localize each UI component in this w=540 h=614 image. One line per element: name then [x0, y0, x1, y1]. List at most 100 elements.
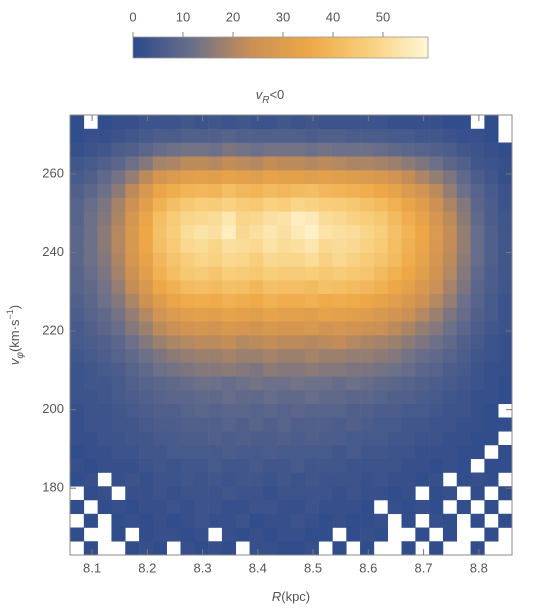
heatmap-cell [291, 541, 306, 556]
heatmap-cell [70, 156, 85, 171]
heatmap-cell [429, 472, 444, 487]
heatmap-cell [277, 348, 292, 363]
heatmap-cell [166, 183, 181, 198]
heatmap-cell [442, 252, 458, 267]
heatmap-cell [83, 238, 98, 253]
heatmap-cell [360, 417, 375, 432]
heatmap-cell [111, 142, 126, 157]
colorbar-tick-label: 10 [176, 9, 190, 24]
heatmap-cell [249, 293, 264, 308]
heatmap-cell [277, 321, 292, 336]
heatmap-cell [83, 156, 98, 171]
heatmap-cell [484, 252, 499, 267]
heatmap-cell [70, 238, 85, 253]
heatmap-cell [456, 335, 471, 350]
heatmap-cell [360, 321, 375, 336]
heatmap-cell [429, 280, 444, 295]
heatmap-cell [125, 183, 140, 198]
heatmap-cell [415, 280, 430, 295]
heatmap-cell [83, 170, 98, 185]
heatmap-cell [442, 142, 458, 157]
heatmap-cell [180, 170, 195, 185]
heatmap-cell [498, 362, 513, 377]
heatmap-cell [415, 197, 430, 212]
heatmap-cell [415, 403, 430, 418]
heatmap-cell [470, 445, 485, 460]
heatmap-cell [456, 225, 471, 240]
heatmap-cell [470, 513, 485, 528]
colorbar-tick-label: 0 [129, 9, 136, 24]
heatmap-cell [387, 142, 402, 157]
y-tick-label: 200 [42, 401, 64, 416]
heatmap-cell [235, 500, 250, 515]
heatmap-cell [83, 142, 98, 157]
heatmap-cell [83, 417, 98, 432]
heatmap-cell [415, 211, 430, 226]
heatmap-cell [442, 225, 458, 240]
heatmap-cell [83, 335, 98, 350]
heatmap-cell [263, 513, 278, 528]
heatmap-cell [194, 486, 209, 501]
heatmap-cell [235, 321, 250, 336]
heatmap-cell [152, 238, 167, 253]
heatmap-cell [456, 348, 471, 363]
heatmap-cell [470, 142, 485, 157]
heatmap-cell [360, 541, 375, 556]
heatmap-cell [456, 472, 471, 487]
heatmap-cell [70, 142, 85, 157]
heatmap-cell [277, 335, 292, 350]
heatmap-cell [70, 170, 85, 185]
heatmap-cell [152, 472, 167, 487]
heatmap-cell [70, 472, 85, 487]
colorbar-tick-label: 50 [376, 9, 390, 24]
heatmap-cell [249, 390, 264, 405]
heatmap-cell [97, 348, 112, 363]
y-label-unit: (km·s [7, 319, 22, 352]
heatmap-cell [139, 307, 154, 322]
heatmap-cell [166, 211, 181, 226]
heatmap-cell [83, 348, 98, 363]
heatmap-cell [180, 348, 195, 363]
heatmap-cell [152, 115, 167, 130]
heatmap-cell [180, 362, 195, 377]
heatmap-cell [346, 527, 361, 542]
y-tick-label: 240 [42, 244, 64, 259]
heatmap-cell [249, 417, 264, 432]
y-tick-label: 220 [42, 323, 64, 338]
heatmap-cell [387, 225, 402, 240]
heatmap-cell [442, 156, 458, 171]
heatmap-cell [111, 170, 126, 185]
heatmap-cell [360, 513, 375, 528]
heatmap-cell [304, 445, 319, 460]
heatmap-cell [498, 183, 513, 198]
heatmap-cell [111, 183, 126, 198]
heatmap-cell [208, 225, 223, 240]
heatmap-cell [346, 458, 361, 473]
heatmap-cell [373, 252, 388, 267]
heatmap-cell [249, 280, 264, 295]
heatmap-cell [401, 417, 416, 432]
heatmap-cell [291, 362, 306, 377]
heatmap-cell [456, 170, 471, 185]
heatmap-cell [429, 225, 444, 240]
heatmap-cell [277, 417, 292, 432]
heatmap-cell [249, 486, 264, 501]
heatmap-cell [498, 390, 513, 405]
heatmap-cell [332, 211, 347, 226]
heatmap-cell [304, 541, 319, 556]
heatmap-cell [360, 458, 375, 473]
heatmap-cell [221, 458, 237, 473]
heatmap-cell [373, 376, 388, 391]
heatmap-cell [152, 500, 167, 515]
heatmap-cell [194, 390, 209, 405]
heatmap-cell [139, 225, 154, 240]
heatmap-cell [166, 197, 181, 212]
heatmap-cell [111, 362, 126, 377]
heatmap-cell [456, 376, 471, 391]
heatmap-cell [456, 197, 471, 212]
heatmap-cell [470, 266, 485, 281]
heatmap-cell [166, 307, 181, 322]
heatmap-cell [194, 513, 209, 528]
heatmap-cell [221, 280, 237, 295]
heatmap-cell [277, 142, 292, 157]
